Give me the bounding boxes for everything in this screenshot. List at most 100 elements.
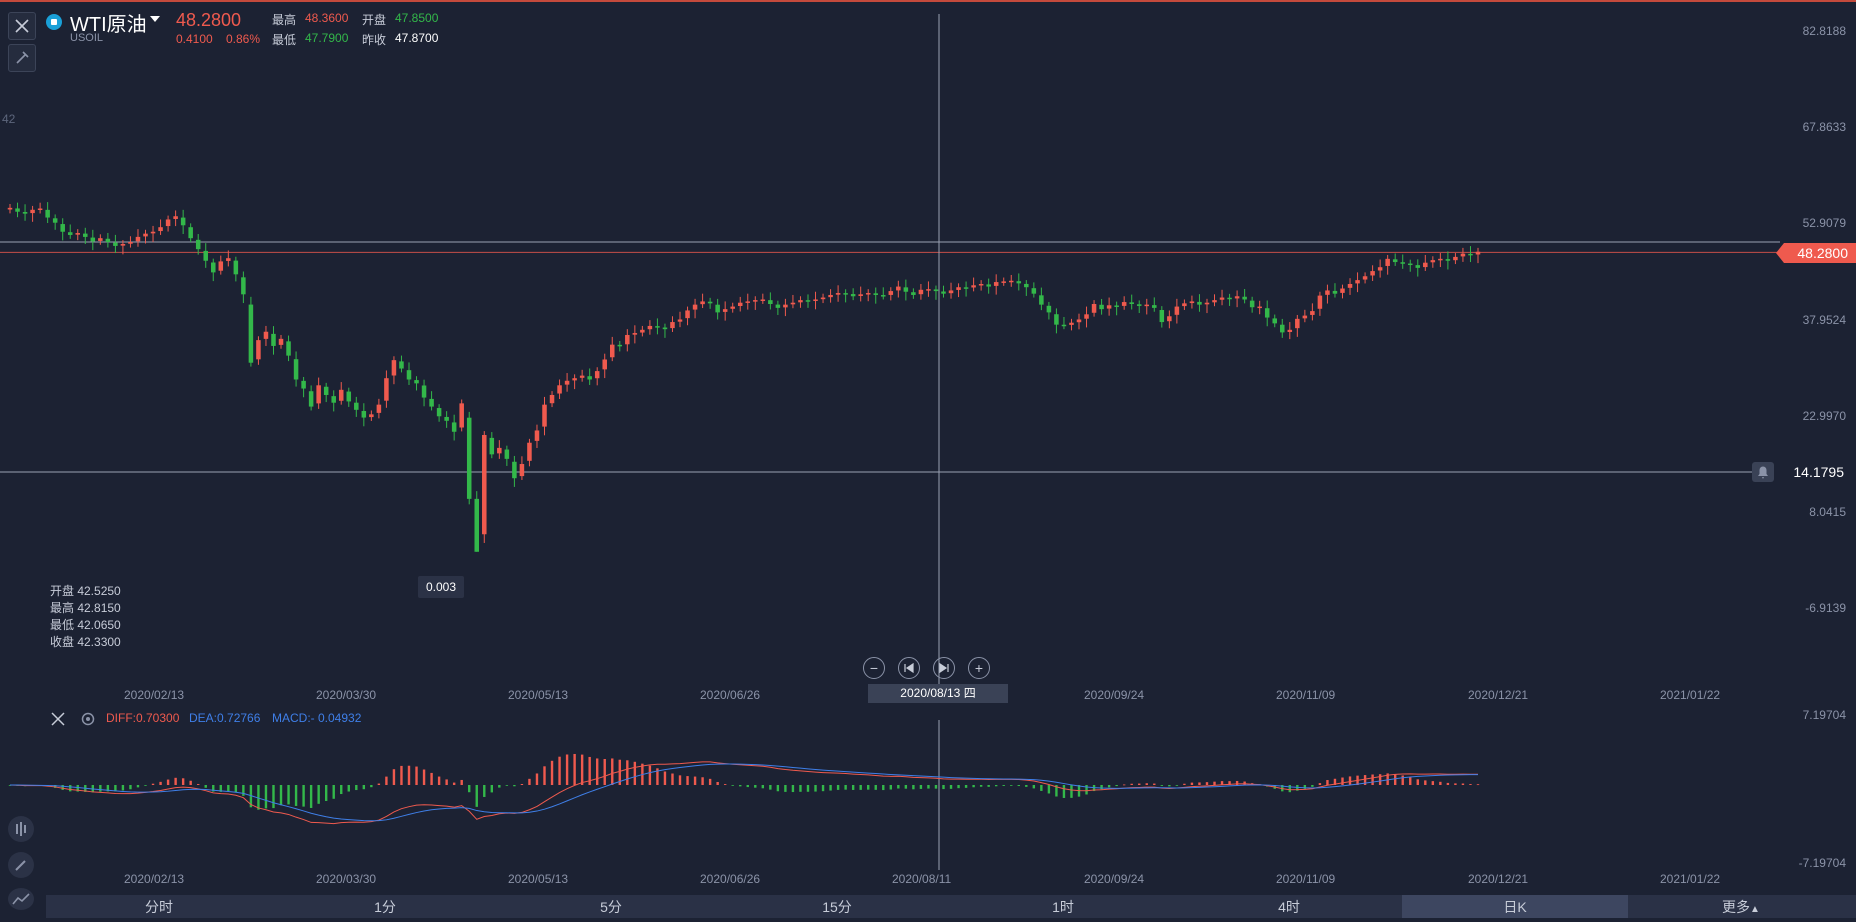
candle (647, 325, 653, 330)
candle (1204, 302, 1210, 305)
candle (1347, 283, 1353, 288)
indicator-settings-icon[interactable] (80, 711, 96, 727)
date-tick: 2021/01/22 (1660, 872, 1721, 886)
macd-bar (249, 785, 253, 808)
tab-1hour[interactable]: 1时 (1052, 899, 1074, 915)
close-indicator-icon[interactable] (50, 711, 66, 727)
candle (338, 389, 344, 401)
price-axis-tick: -6.9139 (1805, 601, 1846, 615)
zoom-in-button[interactable]: + (968, 657, 990, 679)
macd-bar (761, 785, 765, 789)
macd-bar (1100, 785, 1103, 790)
candle (1295, 318, 1300, 329)
macd-bar (1070, 785, 1073, 798)
macd-bar (1333, 778, 1337, 785)
candle (1453, 256, 1458, 261)
symbol-name[interactable]: WTI原油 (70, 14, 147, 36)
line-tool-button[interactable] (8, 888, 34, 910)
macd-bar (1017, 785, 1020, 787)
candle (211, 262, 216, 273)
macd-bar (106, 785, 110, 792)
diff-line (9, 761, 1479, 825)
candle (436, 408, 442, 417)
candle (730, 306, 735, 309)
candle (775, 304, 781, 308)
macd-bar (136, 785, 140, 788)
candle (933, 289, 939, 292)
candlestick-chart[interactable] (0, 0, 1856, 700)
date-tick: 2020/06/26 (700, 688, 761, 702)
candle (1099, 304, 1104, 310)
macd-chart[interactable] (0, 720, 1856, 870)
candle (572, 378, 577, 381)
macd-bar (385, 776, 388, 785)
macd-bar (535, 773, 539, 785)
price-axis-tick: 37.9524 (1802, 313, 1846, 327)
alert-bell-icon[interactable] (1752, 462, 1774, 482)
candle (1430, 260, 1436, 263)
macd-bar (957, 785, 960, 789)
macd-bar (355, 785, 358, 791)
pencil-icon (15, 860, 26, 871)
tab-15min[interactable]: 15分 (822, 899, 852, 915)
horizontal-line-tag[interactable]: 14.1795 (1793, 464, 1844, 480)
pen-tool-button[interactable] (8, 852, 34, 878)
candle (670, 322, 675, 329)
macd-bar (1153, 783, 1156, 785)
macd-bar (1318, 783, 1322, 785)
tab-daily[interactable]: 日K (1402, 895, 1628, 918)
candle (1264, 308, 1270, 318)
macd-bar (927, 785, 930, 789)
candle (926, 289, 931, 291)
close-chart-button[interactable] (8, 12, 36, 40)
symbol-dropdown-icon[interactable] (150, 16, 160, 22)
candle (226, 258, 231, 261)
macd-bar (437, 776, 441, 785)
candle (1061, 324, 1067, 327)
macd-bar (1311, 785, 1314, 787)
macd-bar (596, 758, 599, 785)
macd-bar (460, 779, 463, 785)
macd-bar (166, 779, 170, 785)
macd-bar (1378, 774, 1382, 785)
tab-1min[interactable]: 1分 (374, 899, 396, 915)
macd-bar (663, 771, 667, 785)
candle (180, 217, 186, 226)
date-tick: 2020/03/30 (316, 872, 377, 886)
scroll-start-button[interactable] (898, 657, 920, 679)
macd-bar (1183, 783, 1186, 785)
last-price-tag: 48.2800 (1776, 243, 1856, 263)
dea-line (9, 763, 1479, 822)
macd-bar (1469, 784, 1472, 785)
candle (722, 309, 728, 312)
macd-bar (422, 769, 426, 785)
macd-bar (272, 785, 275, 809)
macd-bar (806, 785, 810, 792)
draw-tool-button[interactable] (8, 44, 36, 72)
macd-bar (580, 754, 584, 785)
macd-bar (1040, 785, 1043, 791)
candle (165, 219, 171, 227)
macd-bar (746, 785, 749, 788)
macd-bar (603, 759, 606, 785)
candle (685, 310, 690, 319)
ohlc-low: 最低 42.0650 (50, 618, 121, 632)
candles-icon (16, 822, 26, 836)
date-tick: 2020/05/13 (508, 688, 569, 702)
candle (323, 386, 329, 395)
candle (805, 300, 811, 302)
scroll-end-button[interactable] (933, 657, 955, 679)
zoom-out-button[interactable]: − (863, 657, 885, 679)
tab-timeshare[interactable]: 分时 (145, 899, 173, 915)
indicator-tool-button[interactable] (8, 816, 34, 842)
date-tick: 2021/01/22 (1660, 688, 1721, 702)
tab-4hour[interactable]: 4时 (1278, 899, 1300, 915)
macd-bar (693, 776, 697, 785)
candle (753, 300, 758, 302)
candle (391, 360, 397, 376)
tab-more[interactable]: 更多▲ (1628, 895, 1854, 918)
tab-5min[interactable]: 5分 (600, 899, 622, 915)
candle (963, 287, 969, 289)
macd-bar (1032, 785, 1036, 789)
candle (1212, 300, 1217, 303)
